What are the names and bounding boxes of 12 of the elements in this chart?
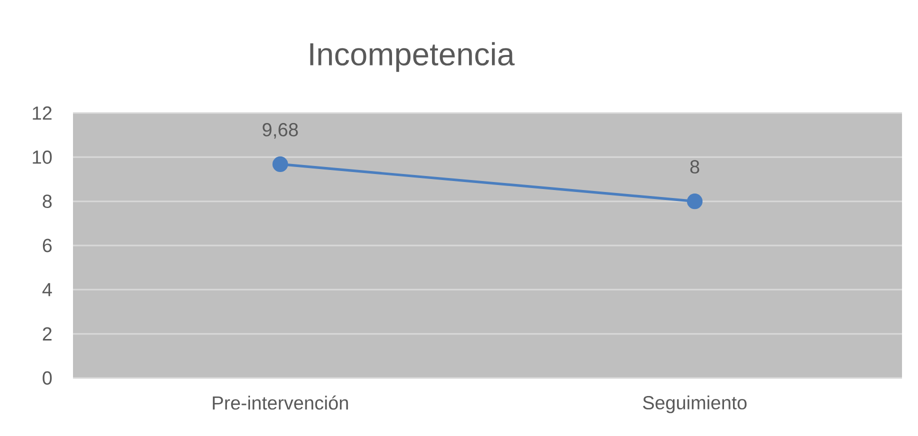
y-tick-label: 12 [32, 106, 52, 120]
data-label: 8 [690, 160, 700, 174]
chart-title: Incompetencia [310, 42, 515, 72]
y-tick-label: 6 [42, 238, 52, 252]
y-tick-label: 8 [42, 194, 52, 208]
y-tick-label: 4 [42, 283, 52, 296]
data-label: 9,68 [262, 123, 298, 139]
y-tick-label: 2 [42, 327, 52, 340]
x-tick-label: Seguimiento [643, 396, 747, 414]
y-tick-label: 0 [42, 371, 52, 385]
x-tick-label: Pre-intervención [212, 396, 348, 410]
y-tick-label: 10 [32, 150, 52, 164]
